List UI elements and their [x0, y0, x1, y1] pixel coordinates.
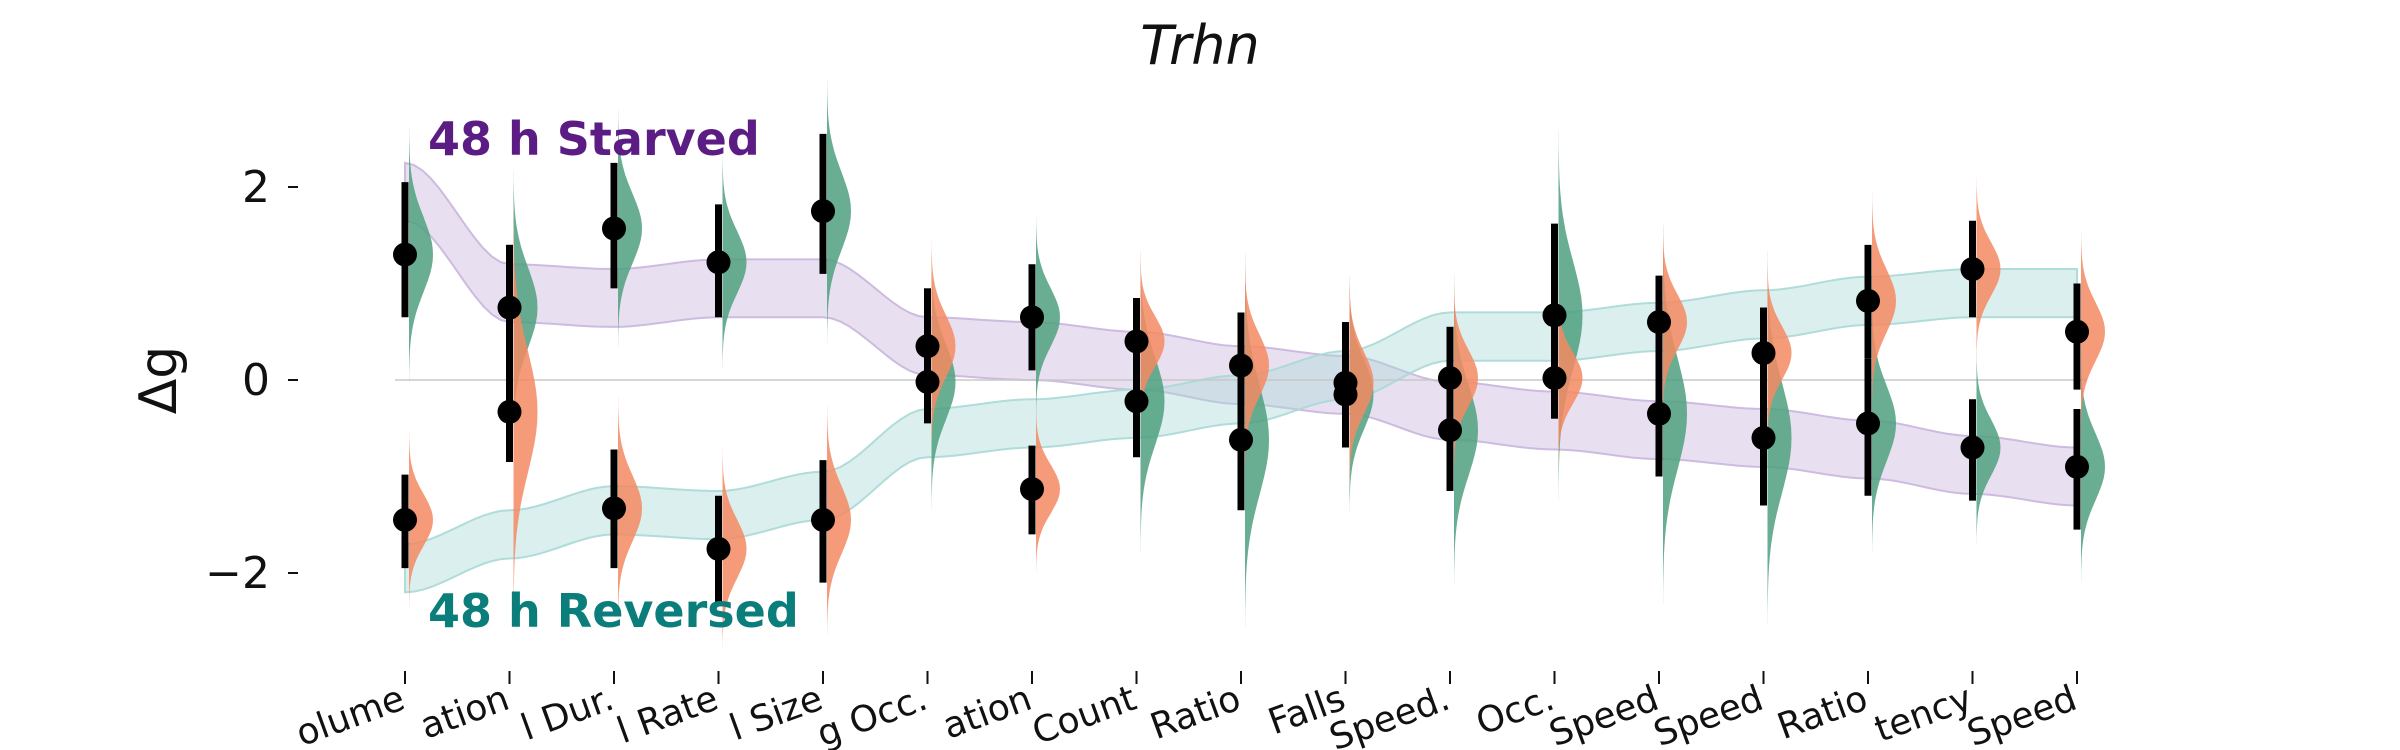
violin-green-10	[1454, 275, 1478, 586]
violin-green-15	[1976, 351, 2001, 544]
violin-orange-15	[1976, 177, 2001, 361]
violin-orange-11	[1558, 291, 1583, 465]
violin-orange-16	[2081, 231, 2105, 432]
point-orange-4	[811, 507, 835, 532]
violin-green-14	[1872, 294, 1896, 553]
violin-orange-7	[1140, 254, 1165, 428]
point-orange-12	[1647, 310, 1671, 335]
annotation-reversed: 48 h Reversed	[428, 584, 799, 638]
point-orange-15	[1960, 257, 1985, 282]
point-orange-1	[497, 399, 522, 424]
point-orange-13	[1751, 340, 1776, 365]
point-green-5	[915, 369, 940, 394]
violin-green-8	[1245, 253, 1269, 627]
x-tick-label: ation	[938, 678, 1038, 748]
point-orange-9	[1333, 370, 1358, 395]
x-tick-label: olume	[291, 678, 410, 750]
point-orange-10	[1438, 366, 1462, 391]
violin-orange-4	[827, 404, 851, 636]
x-tick-label: l Rate	[612, 678, 724, 750]
point-orange-3	[706, 536, 731, 561]
chart-title: Trhn	[1140, 14, 1259, 77]
x-tick-label: Speed	[1962, 678, 2082, 750]
point-green-6	[1020, 305, 1044, 330]
point-orange-5	[915, 334, 940, 359]
x-tick-label: l Dur.	[516, 678, 619, 749]
point-green-1	[497, 295, 522, 320]
point-green-8	[1229, 427, 1253, 452]
violin-orange-5	[931, 241, 956, 451]
y-tick-label: −2	[205, 548, 270, 599]
y-axis: −2 0 2	[205, 162, 298, 599]
x-tick-label: Speed	[1649, 678, 1769, 750]
violins	[409, 79, 2105, 650]
point-green-14	[1856, 411, 1880, 436]
point-orange-2	[602, 496, 626, 521]
point-orange-11	[1542, 366, 1567, 391]
point-green-2	[602, 216, 626, 241]
point-green-12	[1647, 401, 1671, 426]
point-orange-8	[1229, 353, 1253, 378]
violin-green-4	[827, 79, 851, 344]
x-tick-label: Occ.	[1471, 678, 1560, 744]
violin-orange-6	[1036, 405, 1060, 573]
x-tick-label: ation	[415, 678, 515, 748]
violin-orange-2	[618, 396, 642, 621]
violin-green-0	[409, 127, 433, 383]
violin-green-16	[2081, 352, 2105, 581]
point-green-15	[1960, 435, 1985, 460]
point-green-10	[1438, 418, 1462, 443]
annotation-starved: 48 h Starved	[428, 112, 760, 166]
violin-green-12	[1663, 224, 1687, 604]
point-green-4	[811, 199, 835, 224]
violin-orange-0	[409, 431, 433, 609]
point-orange-16	[2065, 319, 2089, 344]
x-tick-label: Speed	[1544, 678, 1664, 750]
violin-green-1	[513, 170, 538, 445]
x-tick-label: Ratio	[1145, 678, 1246, 748]
point-green-13	[1751, 425, 1776, 450]
point-green-3	[706, 250, 731, 275]
points	[393, 199, 2089, 561]
x-tick-label: l Size	[724, 678, 828, 749]
violin-green-13	[1767, 251, 1792, 625]
point-orange-7	[1124, 329, 1149, 354]
y-axis-label: Δg	[129, 346, 189, 415]
violin-orange-14	[1872, 193, 1896, 409]
violin-orange-3	[722, 448, 747, 650]
point-green-16	[2065, 454, 2089, 479]
violin-orange-13	[1767, 261, 1792, 445]
point-green-7	[1124, 389, 1149, 414]
x-tick-label: g Occ.	[812, 678, 933, 750]
violin-green-6	[1036, 217, 1060, 418]
x-tick-label: Count	[1027, 678, 1141, 750]
y-tick-label: 0	[242, 355, 270, 406]
point-green-11	[1542, 303, 1567, 328]
violin-orange-12	[1663, 228, 1687, 416]
violin-orange-1	[513, 206, 538, 617]
x-tick-label: Ratio	[1772, 678, 1873, 748]
violin-orange-9	[1349, 278, 1374, 488]
point-orange-0	[393, 507, 417, 532]
point-orange-14	[1856, 288, 1880, 313]
x-tick-label: Speed.	[1324, 678, 1455, 750]
point-orange-6	[1020, 477, 1044, 502]
violin-green-7	[1140, 250, 1165, 552]
violin-orange-8	[1245, 260, 1269, 471]
y-tick-label: 2	[242, 162, 270, 213]
point-green-0	[393, 242, 417, 267]
violin-green-3	[722, 155, 747, 369]
violin-green-11	[1558, 131, 1583, 500]
violin-green-2	[618, 110, 642, 347]
x-tick-label: tency	[1869, 678, 1977, 750]
violin-orange-10	[1454, 282, 1478, 474]
